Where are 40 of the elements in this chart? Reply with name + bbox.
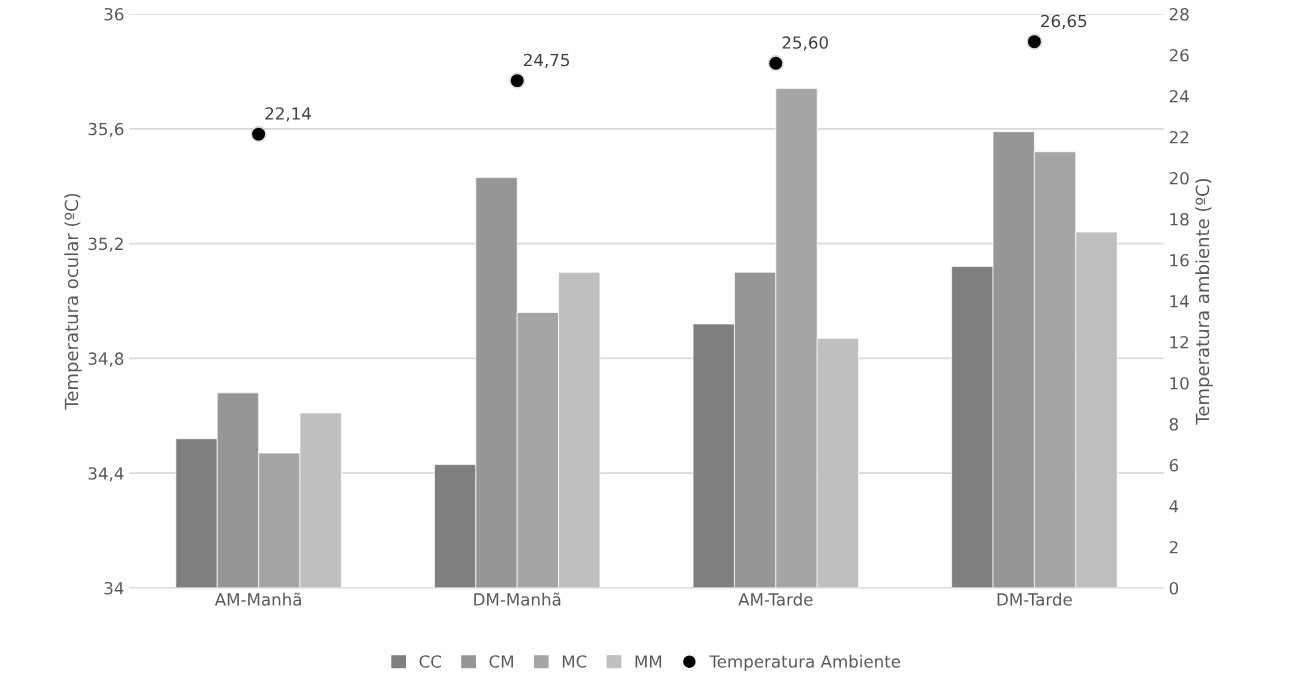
data-label: 22,14 [265, 107, 311, 122]
y-axis-title: Temperatura ocular (ºC) [64, 193, 82, 410]
y2-tick-label: 8 [1169, 417, 1179, 431]
y2-tick-label: 18 [1170, 212, 1189, 226]
y2-tick-label: 26 [1169, 48, 1189, 62]
y2-tick-label: 2 [1169, 540, 1178, 554]
y-tick-label: 34,4 [88, 467, 124, 482]
y2-tick-label: 14 [1170, 295, 1189, 308]
legend-label: MC [562, 655, 587, 668]
y2-tick-label: 28 [1169, 7, 1189, 21]
y2-tick-label: 6 [1169, 458, 1179, 472]
y2-tick-label: 22 [1169, 130, 1189, 144]
y-tick-label: 36 [104, 7, 124, 21]
legend-label: CM [489, 655, 513, 668]
point [1026, 33, 1043, 50]
y-tick-label: 35,6 [88, 122, 124, 138]
y2-axis-title: Temperatura ambiente (ºC) [1195, 178, 1213, 425]
legend-label: MM [635, 655, 662, 668]
point [767, 55, 784, 72]
y2-tick-label: 4 [1169, 500, 1179, 513]
y2-tick-label: 10 [1170, 376, 1189, 390]
y2-tick-label: 12 [1170, 335, 1189, 349]
y2-tick-label: 16 [1170, 253, 1189, 267]
data-label: 26,65 [1041, 14, 1087, 30]
data-label: 25,60 [782, 36, 828, 51]
x-tick-label: AM-Manhã [214, 592, 301, 606]
y-tick-label: 34,8 [88, 352, 124, 367]
data-label: 24,75 [523, 53, 570, 68]
legend-label: Temperatura Ambiente [709, 654, 901, 671]
y2-tick-label: 20 [1169, 171, 1189, 185]
y-tick-label: 34 [104, 581, 124, 595]
y2-tick-label: 24 [1169, 89, 1189, 103]
x-tick-label: AM-Tarde [738, 592, 813, 606]
point [509, 72, 526, 89]
y2-tick-label: 0 [1169, 581, 1179, 595]
x-tick-label: DM-Manhã [474, 592, 561, 606]
x-tick-label: DM-Tarde [997, 592, 1072, 606]
point [250, 126, 267, 143]
y-tick-label: 35,2 [88, 237, 123, 252]
legend-label: CC [419, 655, 442, 668]
